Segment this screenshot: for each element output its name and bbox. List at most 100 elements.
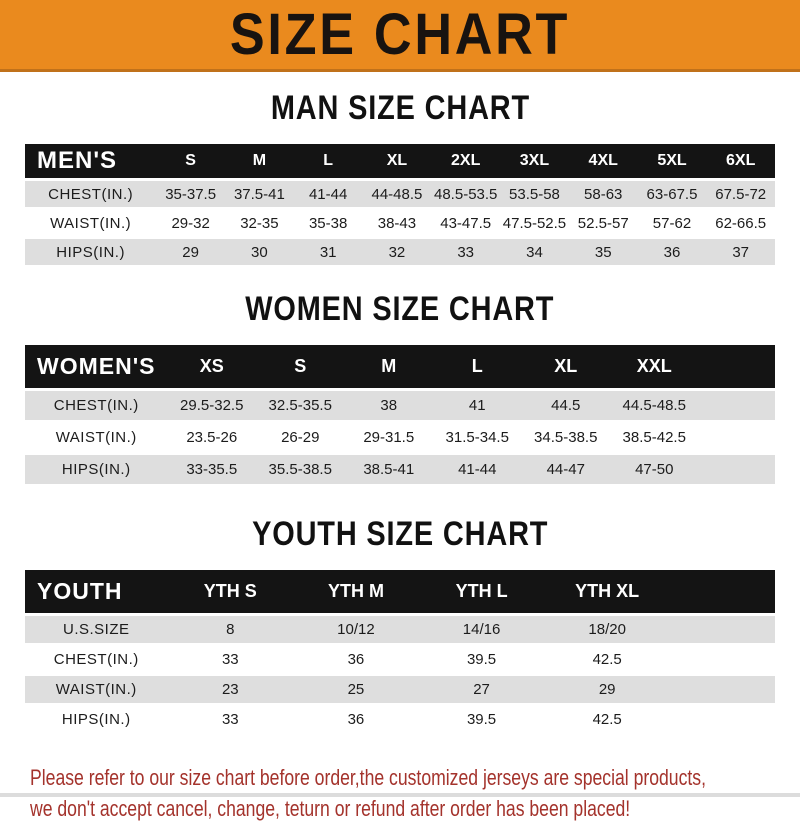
row-label: U.S.SIZE bbox=[25, 616, 168, 643]
size-cell: 29 bbox=[156, 239, 226, 265]
column-header: 3XL bbox=[500, 144, 569, 178]
size-cell: 8 bbox=[167, 616, 294, 643]
table-row: HIPS(IN.) 33 36 39.5 42.5 bbox=[25, 706, 775, 733]
size-cell: 47-50 bbox=[610, 455, 699, 484]
size-cell: 47.5-52.5 bbox=[500, 210, 569, 236]
column-header: L bbox=[293, 144, 363, 178]
size-cell: 38.5-41 bbox=[344, 455, 433, 484]
size-cell: 35-37.5 bbox=[156, 181, 226, 207]
women-section-heading: WOMEN SIZE CHART bbox=[0, 290, 800, 329]
size-cell: 33 bbox=[167, 646, 294, 673]
size-cell: 41-44 bbox=[433, 455, 522, 484]
size-cell: 14/16 bbox=[418, 616, 545, 643]
size-cell: 27 bbox=[418, 676, 545, 703]
size-cell: 33 bbox=[431, 239, 501, 265]
size-cell: 44-48.5 bbox=[362, 181, 432, 207]
youth-header-row: YOUTH YTH S YTH M YTH L YTH XL bbox=[25, 570, 775, 613]
size-cell: 44.5 bbox=[521, 391, 610, 420]
table-row: U.S.SIZE 8 10/12 14/16 18/20 bbox=[25, 616, 775, 643]
table-row: CHEST(IN.) 33 36 39.5 42.5 bbox=[25, 646, 775, 673]
size-chart-banner: SIZE CHART bbox=[0, 0, 800, 72]
youth-header-label: YOUTH bbox=[25, 570, 168, 613]
column-header: S bbox=[156, 144, 226, 178]
table-row: CHEST(IN.) 35-37.5 37.5-41 41-44 44-48.5… bbox=[25, 181, 775, 207]
empty-cell bbox=[670, 570, 775, 613]
size-cell: 38 bbox=[344, 391, 433, 420]
size-cell: 67.5-72 bbox=[706, 181, 775, 207]
size-cell: 32 bbox=[362, 239, 432, 265]
size-cell: 35-38 bbox=[293, 210, 363, 236]
size-cell: 43-47.5 bbox=[431, 210, 501, 236]
size-cell: 52.5-57 bbox=[568, 210, 638, 236]
empty-cell bbox=[670, 706, 775, 733]
row-label: CHEST(IN.) bbox=[25, 646, 168, 673]
size-cell: 42.5 bbox=[544, 706, 670, 733]
size-cell: 23 bbox=[167, 676, 294, 703]
size-cell: 29-31.5 bbox=[344, 423, 433, 452]
size-cell: 31.5-34.5 bbox=[433, 423, 522, 452]
size-cell: 34 bbox=[500, 239, 569, 265]
size-cell: 42.5 bbox=[544, 646, 670, 673]
mens-size-table: MEN'S S M L XL 2XL 3XL 4XL 5XL 6XL CHEST… bbox=[25, 141, 775, 268]
empty-cell bbox=[670, 646, 775, 673]
column-header: 4XL bbox=[568, 144, 638, 178]
size-cell: 35.5-38.5 bbox=[256, 455, 345, 484]
column-header: YTH L bbox=[418, 570, 545, 613]
size-cell: 57-62 bbox=[637, 210, 707, 236]
bottom-divider bbox=[0, 793, 800, 797]
man-section-heading: MAN SIZE CHART bbox=[0, 89, 800, 128]
mens-header-row: MEN'S S M L XL 2XL 3XL 4XL 5XL 6XL bbox=[25, 144, 775, 178]
size-cell: 44.5-48.5 bbox=[610, 391, 699, 420]
size-cell: 37.5-41 bbox=[225, 181, 294, 207]
size-cell: 29-32 bbox=[156, 210, 226, 236]
size-cell: 23.5-26 bbox=[167, 423, 256, 452]
row-label: WAIST(IN.) bbox=[25, 423, 168, 452]
empty-cell bbox=[698, 391, 775, 420]
table-row: WAIST(IN.) 23.5-26 26-29 29-31.5 31.5-34… bbox=[25, 423, 775, 452]
size-cell: 62-66.5 bbox=[706, 210, 775, 236]
size-cell: 29.5-32.5 bbox=[167, 391, 256, 420]
column-header: XXL bbox=[610, 345, 699, 388]
man-section-heading-text: MAN SIZE CHART bbox=[270, 89, 530, 127]
row-label: CHEST(IN.) bbox=[25, 181, 157, 207]
women-section-heading-text: WOMEN SIZE CHART bbox=[245, 290, 555, 328]
womens-header-row: WOMEN'S XS S M L XL XXL bbox=[25, 345, 775, 388]
size-cell: 29 bbox=[544, 676, 670, 703]
size-cell: 37 bbox=[706, 239, 775, 265]
womens-size-table: WOMEN'S XS S M L XL XXL CHEST(IN.) 29.5-… bbox=[25, 342, 775, 487]
size-cell: 36 bbox=[293, 706, 419, 733]
size-cell: 10/12 bbox=[293, 616, 419, 643]
column-header: M bbox=[344, 345, 433, 388]
size-cell: 18/20 bbox=[544, 616, 670, 643]
column-header: L bbox=[433, 345, 522, 388]
banner-title: SIZE CHART bbox=[229, 2, 571, 67]
size-cell: 25 bbox=[293, 676, 419, 703]
empty-cell bbox=[670, 616, 775, 643]
empty-cell bbox=[698, 345, 775, 388]
row-label: HIPS(IN.) bbox=[25, 239, 157, 265]
table-row: HIPS(IN.) 29 30 31 32 33 34 35 36 37 bbox=[25, 239, 775, 265]
size-cell: 34.5-38.5 bbox=[521, 423, 610, 452]
column-header: XL bbox=[362, 144, 432, 178]
row-label: HIPS(IN.) bbox=[25, 455, 168, 484]
size-cell: 35 bbox=[568, 239, 638, 265]
row-label: CHEST(IN.) bbox=[25, 391, 168, 420]
empty-cell bbox=[698, 423, 775, 452]
womens-header-label: WOMEN'S bbox=[25, 345, 168, 388]
table-row: WAIST(IN.) 29-32 32-35 35-38 38-43 43-47… bbox=[25, 210, 775, 236]
size-cell: 41 bbox=[433, 391, 522, 420]
size-cell: 38.5-42.5 bbox=[610, 423, 699, 452]
row-label: WAIST(IN.) bbox=[25, 676, 168, 703]
size-cell: 41-44 bbox=[293, 181, 363, 207]
policy-line-1: Please refer to our size chart before or… bbox=[30, 765, 706, 790]
column-header: XL bbox=[521, 345, 610, 388]
size-cell: 36 bbox=[293, 646, 419, 673]
empty-cell bbox=[670, 676, 775, 703]
size-cell: 32.5-35.5 bbox=[256, 391, 345, 420]
table-row: WAIST(IN.) 23 25 27 29 bbox=[25, 676, 775, 703]
size-cell: 48.5-53.5 bbox=[431, 181, 501, 207]
size-cell: 30 bbox=[225, 239, 294, 265]
size-cell: 63-67.5 bbox=[637, 181, 707, 207]
column-header: YTH M bbox=[293, 570, 419, 613]
size-cell: 33 bbox=[167, 706, 294, 733]
